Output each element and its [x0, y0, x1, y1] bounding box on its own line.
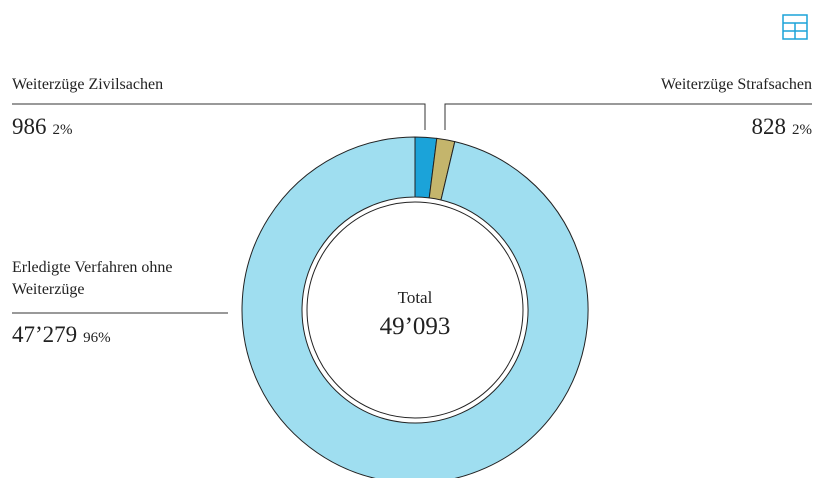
leader-line [444, 103, 812, 130]
value-group: 828 2% [752, 114, 813, 140]
table-icon[interactable] [782, 14, 808, 40]
slices [241, 136, 589, 478]
value-label: 828 [751, 114, 787, 139]
percent-label: 2% [52, 122, 73, 138]
leader-line [12, 103, 426, 130]
percent-label: 96% [83, 330, 111, 346]
category-label: Erledigte Verfahren ohne Weiterzüge [12, 259, 173, 298]
total-label: 49’093 [380, 313, 451, 340]
center-label: Total [398, 288, 433, 307]
value-label: 986 [12, 114, 47, 139]
slice [241, 136, 589, 478]
value-label: 47’279 [12, 322, 78, 347]
category-label: Weiterzüge Strafsachen [660, 76, 812, 93]
inner-circle [306, 201, 524, 419]
value-group: 47’279 96% [12, 322, 111, 348]
percent-label: 2% [792, 122, 812, 138]
category-label: Weiterzüge Zivilsachen [12, 76, 164, 93]
value-group: 986 2% [12, 114, 73, 140]
